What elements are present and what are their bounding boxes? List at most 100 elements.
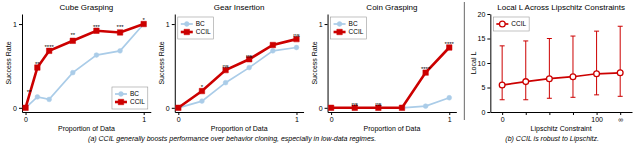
error-cap — [594, 31, 599, 32]
legend-label: CCIL — [130, 98, 145, 105]
panel: 0100∞05101520Local L Across Lipschitz Co… — [470, 3, 633, 133]
error-bar — [525, 41, 526, 100]
y-tick-label: 10 — [478, 60, 486, 67]
legend-label: BC — [196, 20, 205, 27]
legend-marker — [118, 99, 123, 104]
title: Gear Insertion — [214, 3, 265, 12]
legend-label: CCIL — [349, 28, 364, 35]
annotation: **** — [421, 66, 431, 72]
x-tick: 1 — [142, 112, 146, 123]
x-tick: 1 — [448, 112, 452, 123]
x-tick — [526, 112, 527, 115]
y-tick: 1 — [13, 21, 22, 28]
legend-box — [112, 87, 148, 109]
y-label: Success Rate — [5, 41, 12, 84]
y-tick-mark — [487, 63, 490, 64]
point — [23, 105, 28, 110]
x-axis-line — [328, 112, 457, 113]
point — [594, 71, 600, 77]
point — [617, 70, 623, 76]
x-tick-label: 1 — [295, 116, 299, 123]
caption: (b) CCIL is robust to Lipschitz. — [505, 135, 599, 143]
x-axis: 0100∞ — [491, 112, 633, 123]
x-tick-label: 0 — [24, 116, 28, 123]
point — [176, 105, 181, 110]
error-cap — [618, 26, 623, 27]
x-label: Proportion of Data — [211, 125, 268, 133]
legend-label: BC — [349, 20, 358, 27]
annotation: ns — [293, 32, 299, 38]
y-tick: 1 — [319, 21, 328, 28]
x-tick-mark — [449, 112, 450, 115]
legend-marker — [184, 22, 189, 27]
point — [329, 105, 334, 110]
point — [546, 76, 552, 82]
error-cap — [547, 38, 552, 39]
y-tick-mark — [487, 39, 490, 40]
point — [423, 104, 428, 109]
caption: (a) CCIL generally boosts performance ov… — [88, 135, 376, 143]
y-tick: 20 — [478, 11, 491, 18]
panel: 0101nsns********Coin GraspingProportion … — [311, 3, 457, 133]
error-cap — [594, 94, 599, 95]
x-tick-label: ∞ — [618, 116, 623, 123]
annotation: * — [143, 17, 146, 23]
annotation: **** — [445, 41, 455, 47]
point — [400, 105, 405, 110]
point — [94, 53, 99, 58]
x-tick: 0 — [177, 112, 181, 123]
y-tick-label: 5 — [481, 84, 485, 91]
legend-marker — [119, 92, 124, 97]
annotation: ** — [35, 61, 40, 67]
point — [399, 105, 404, 110]
annotation: * — [201, 84, 204, 90]
point — [499, 82, 505, 88]
point — [570, 74, 576, 80]
x-tick-mark — [296, 112, 297, 115]
error-cap — [500, 99, 505, 100]
panel: 0101*nsnsnsGear InsertionProportion of D… — [158, 3, 304, 133]
x-axis: 01 — [23, 112, 152, 123]
y-tick-mark — [325, 24, 328, 25]
x-tick — [573, 112, 574, 115]
marks — [328, 45, 452, 111]
legend: CCIL — [493, 17, 529, 31]
point — [47, 97, 52, 102]
legend-marker — [499, 21, 505, 27]
y-tick-label: 1 — [166, 21, 170, 28]
y-label: Success Rate — [311, 41, 318, 84]
error-cap — [500, 45, 505, 46]
y-tick-mark — [487, 88, 490, 89]
y-axis: 01 — [166, 15, 175, 113]
x-axis: 01 — [175, 112, 304, 123]
x-tick: 0 — [330, 112, 334, 123]
annotation: **** — [45, 44, 55, 50]
marks — [176, 36, 300, 110]
error-cap — [523, 99, 528, 100]
legend-box — [178, 17, 214, 39]
y-label: Success Rate — [158, 41, 165, 84]
x-tick-mark — [178, 112, 179, 115]
error-bar — [549, 39, 550, 99]
title: Coin Grasping — [366, 3, 417, 12]
y-tick: 0 — [166, 105, 175, 112]
legend: BCCCIL — [331, 17, 367, 39]
series-line — [331, 98, 449, 108]
x-label: Proportion of Data — [364, 125, 421, 133]
error-bar — [596, 31, 597, 95]
x-tick-mark — [549, 112, 550, 115]
point — [70, 70, 75, 75]
y-tick-label: 0 — [319, 105, 323, 112]
y-axis: 01 — [319, 15, 328, 113]
y-tick-label: 0 — [13, 105, 17, 112]
x-tick-mark — [502, 112, 503, 115]
error-bar — [502, 46, 503, 100]
separator — [464, 2, 465, 120]
y-tick: 0 — [13, 105, 22, 112]
point — [35, 95, 40, 100]
y-tick-mark — [172, 24, 175, 25]
x-tick: 0 — [501, 112, 505, 123]
annotation: ns — [222, 63, 228, 69]
error-cap — [570, 97, 575, 98]
legend-box — [493, 17, 529, 31]
